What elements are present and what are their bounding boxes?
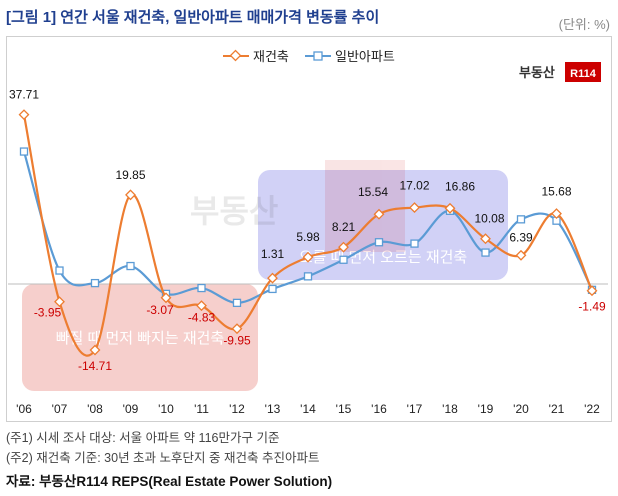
x-tick-label: '12 <box>229 402 245 416</box>
rebuild-point <box>267 272 278 284</box>
rebuild-point <box>231 323 243 335</box>
apartment-point <box>339 255 348 264</box>
apartment-point <box>126 261 135 271</box>
apartment-point <box>481 248 490 257</box>
x-tick-label: '19 <box>478 402 494 416</box>
apartment-point <box>90 278 100 288</box>
rebuild-data-label: 16.86 <box>445 179 475 193</box>
fall-annotation-text: 빠질 때 먼저 빠지는 재건축 <box>56 330 224 347</box>
rebuild-data-label: -3.95 <box>34 306 62 320</box>
footnote-2: (주2) 재건축 기준: 30년 초과 노후단지 중 재건축 추진아파트 <box>6 451 320 465</box>
rebuild-point <box>409 202 420 214</box>
watermark-badge <box>325 160 405 252</box>
footnote-1: (주1) 시세 조사 대상: 서울 아파트 약 116만가구 기준 <box>6 431 280 445</box>
rebuild-point <box>515 249 527 261</box>
rebuild-data-label: 10.08 <box>474 212 504 226</box>
apartment-point <box>197 283 206 293</box>
rebuild-data-label: 17.02 <box>399 179 429 193</box>
x-tick-label: '16 <box>371 402 387 416</box>
brand-logo-badge <box>565 62 601 82</box>
apartment-point <box>516 215 526 224</box>
apartment-point <box>55 266 64 275</box>
rebuild-data-label: -14.71 <box>78 359 112 373</box>
rebuild-data-label: -1.49 <box>578 300 606 314</box>
rebuild-point <box>302 251 314 263</box>
brand-logo-text: 부동산 <box>519 65 555 80</box>
apartment-point <box>268 284 277 294</box>
x-tick-label: '11 <box>194 402 209 416</box>
rebuild-data-label: -3.07 <box>146 303 174 317</box>
brand-logo-badge-text: R114 <box>570 68 597 80</box>
x-tick-label: '08 <box>87 402 103 416</box>
rebuild-data-label: 5.98 <box>296 230 320 244</box>
x-tick-label: '14 <box>300 402 316 416</box>
rebuild-point <box>54 296 65 308</box>
rebuild-data-label: 1.31 <box>261 247 285 261</box>
x-tick-label: '07 <box>52 402 68 416</box>
x-tick-label: '09 <box>123 402 139 416</box>
chart-title: [그림 1] 연간 서울 재건축, 일반아파트 매매가격 변동률 추이 <box>6 9 380 26</box>
x-tick-label: '20 <box>513 402 529 416</box>
source-line: 자료: 부동산R114 REPS(Real Estate Power Solut… <box>6 474 333 489</box>
legend: 재건축 일반아파트 <box>223 49 395 64</box>
watermark-logo: 부동산 <box>190 160 405 252</box>
x-tick-label: '06 <box>16 402 32 416</box>
legend-rebuild-label: 재건축 <box>253 49 289 64</box>
apartment-point <box>19 147 29 156</box>
apartment-point <box>410 239 419 248</box>
unit-label: (단위: %) <box>558 17 610 32</box>
apartment-point <box>374 238 384 247</box>
rebuild-point <box>480 233 491 245</box>
footnotes: (주1) 시세 조사 대상: 서울 아파트 약 116만가구 기준 (주2) 재… <box>6 428 319 468</box>
rebuild-point <box>373 208 385 220</box>
chart-frame <box>6 36 612 422</box>
fall-annotation-box <box>22 284 258 391</box>
x-tick-label: '15 <box>336 402 352 416</box>
rebuild-data-label: -4.83 <box>188 311 216 325</box>
rise-annotation-box <box>258 170 508 280</box>
rebuild-point <box>89 344 101 356</box>
rebuild-series-line <box>22 114 593 357</box>
rebuild-point <box>551 208 562 220</box>
rebuild-point <box>196 300 207 312</box>
watermark-text: 부동산 <box>190 193 278 229</box>
x-tick-label: '18 <box>442 402 458 416</box>
x-tick-label: '17 <box>407 402 423 416</box>
rebuild-point <box>160 292 172 304</box>
x-tick-label: '10 <box>158 402 174 416</box>
brand-logo: 부동산 R114 <box>519 62 601 82</box>
rebuild-point <box>18 109 30 121</box>
legend-apartment-label: 일반아파트 <box>335 49 395 64</box>
x-tick-label: '21 <box>549 402 565 416</box>
rebuild-data-label: 6.39 <box>509 230 533 244</box>
apartment-point <box>232 298 242 308</box>
rebuild-data-label: 19.85 <box>115 168 145 182</box>
rebuild-data-label: 15.68 <box>541 185 571 199</box>
rebuild-point <box>338 241 349 253</box>
rebuild-point <box>586 285 598 297</box>
legend-rebuild-marker <box>229 49 242 62</box>
legend-apartment-marker <box>313 51 323 61</box>
rebuild-point <box>125 189 136 201</box>
x-tick-label: '22 <box>584 402 600 416</box>
rebuild-data-label: 8.21 <box>332 220 356 234</box>
rebuild-data-label: 37.71 <box>9 88 39 102</box>
apartment-point <box>303 272 313 281</box>
rebuild-data-label: -9.95 <box>223 334 251 348</box>
rebuild-point <box>444 202 456 214</box>
rebuild-data-label: 15.54 <box>358 185 388 199</box>
x-tick-label: '13 <box>265 402 281 416</box>
